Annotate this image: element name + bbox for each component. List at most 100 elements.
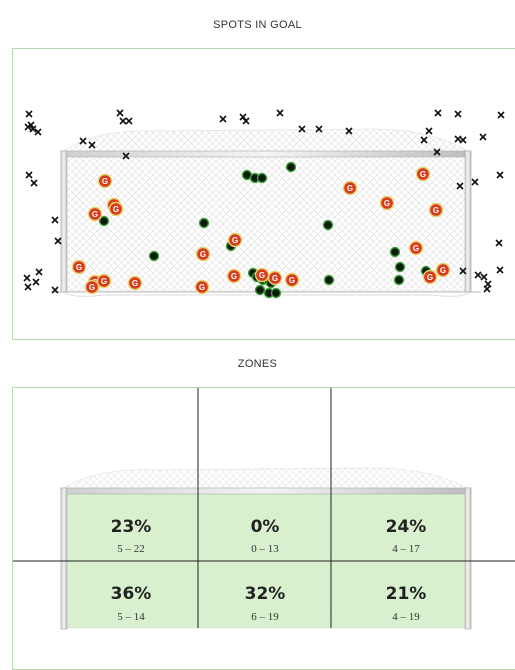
goal-marker: G <box>226 268 242 284</box>
goal-marker: G <box>87 206 103 222</box>
missed-shot-marker <box>459 136 467 144</box>
goal-marker-label: G <box>199 283 205 292</box>
missed-shot-marker <box>32 278 40 286</box>
missed-shot-marker <box>474 271 482 279</box>
goal-marker-label: G <box>433 206 439 215</box>
saved-shots <box>98 161 432 299</box>
missed-shot-marker <box>24 283 32 291</box>
missed-shots <box>23 109 505 294</box>
goal-marker: G <box>195 246 211 262</box>
missed-shot-marker <box>29 125 37 133</box>
goal-marker: G <box>379 195 395 211</box>
missed-shot-marker <box>459 267 467 275</box>
goal-frame <box>53 128 481 297</box>
goal-marker-label: G <box>101 277 107 286</box>
missed-shot-marker <box>119 117 127 125</box>
missed-shot-marker <box>425 127 433 135</box>
goal-marker-label: G <box>420 170 426 179</box>
missed-shot-marker <box>298 125 306 133</box>
saved-shot-marker <box>393 274 405 286</box>
goal-marker: G <box>194 279 210 295</box>
missed-shot-marker <box>116 109 124 117</box>
zones-goal-frame <box>60 467 472 630</box>
zone-bottom-right-pct: 21% <box>386 584 427 604</box>
zones-title: ZONES <box>237 358 278 370</box>
missed-shot-marker <box>51 286 59 294</box>
goal-marker-label: G <box>89 283 95 292</box>
zone-bottom-center-pct: 32% <box>245 584 286 604</box>
saved-shot-marker <box>270 287 282 299</box>
goal-marker: G <box>127 275 143 291</box>
missed-shot-marker <box>496 171 504 179</box>
missed-shot-marker <box>345 127 353 135</box>
saved-shot-marker <box>148 250 160 262</box>
saved-shot-marker <box>285 161 297 173</box>
goal-marker-label: G <box>427 273 433 282</box>
goal-marker: G <box>342 180 358 196</box>
missed-shot-marker <box>23 274 31 282</box>
missed-shot-marker <box>79 137 87 145</box>
goal-marker-label: G <box>102 177 108 186</box>
missed-shot-marker <box>483 285 491 293</box>
missed-shot-marker <box>496 266 504 274</box>
zone-grid-lines <box>13 388 515 628</box>
zone-top-center-range: 0 – 13 <box>251 543 279 555</box>
saved-shot-marker <box>394 261 406 273</box>
missed-shot-marker <box>25 171 33 179</box>
missed-shot-marker <box>30 179 38 187</box>
goal-marker: G <box>284 272 300 288</box>
zone-top-center-pct: 0% <box>251 517 280 537</box>
zone-bottom-left-range: 5 – 14 <box>117 611 145 623</box>
missed-shot-marker <box>497 111 505 119</box>
goal-marker: G <box>96 273 112 289</box>
goal-marker: G <box>428 202 444 218</box>
saved-shot-marker <box>254 284 266 296</box>
goal-marker: G <box>84 279 100 295</box>
spots-in-goal-title: SPOTS IN GOAL <box>213 19 302 31</box>
goal-marker: G <box>408 240 424 256</box>
missed-shot-marker <box>34 128 42 136</box>
missed-shot-marker <box>434 109 442 117</box>
missed-shot-marker <box>315 125 323 133</box>
goal-shots: GGGGGGGGGGGGGGGGGGGGGGG <box>71 166 451 295</box>
saved-shot-marker <box>198 217 210 229</box>
zones-chart: 23% 5 – 22 0% 0 – 13 24% 4 – 17 36% 5 – … <box>13 388 515 630</box>
goal-marker-label: G <box>231 272 237 281</box>
missed-shot-marker <box>484 280 492 288</box>
zone-top-left-pct: 23% <box>111 517 152 537</box>
missed-shot-marker <box>276 109 284 117</box>
goal-marker: G <box>267 270 283 286</box>
goal-marker-label: G <box>347 184 353 193</box>
missed-shot-marker <box>125 117 133 125</box>
goal-marker-label: G <box>132 279 138 288</box>
missed-shot-marker <box>27 121 35 129</box>
goal-marker-label: G <box>200 250 206 259</box>
goal-marker: G <box>97 173 113 189</box>
missed-shot-marker <box>456 182 464 190</box>
saved-shot-marker <box>323 274 335 286</box>
missed-shot-marker <box>88 141 96 149</box>
zone-bottom-center-range: 6 – 19 <box>251 611 279 623</box>
goal-marker-label: G <box>92 210 98 219</box>
saved-shot-marker <box>98 215 110 227</box>
missed-shot-marker <box>219 115 227 123</box>
zone-top-right-pct: 24% <box>386 517 427 537</box>
missed-shot-marker <box>51 216 59 224</box>
goal-marker: G <box>435 262 451 278</box>
zone-bottom-right-range: 4 – 19 <box>392 611 420 623</box>
goal-marker: G <box>227 232 243 248</box>
missed-shot-marker <box>54 237 62 245</box>
goal-marker: G <box>108 201 124 217</box>
saved-shot-marker <box>256 172 268 184</box>
goal-marker: G <box>254 267 270 283</box>
goal-marker: G <box>422 269 438 285</box>
zone-top-right-range: 4 – 17 <box>392 543 420 555</box>
missed-shot-marker <box>479 133 487 141</box>
missed-shot-marker <box>25 110 33 118</box>
missed-shot-marker <box>122 152 130 160</box>
zone-top-left-range: 5 – 22 <box>117 543 145 555</box>
missed-shot-marker <box>35 268 43 276</box>
missed-shot-marker <box>420 136 428 144</box>
saved-shot-marker <box>389 246 401 258</box>
goal-marker: G <box>71 259 87 275</box>
